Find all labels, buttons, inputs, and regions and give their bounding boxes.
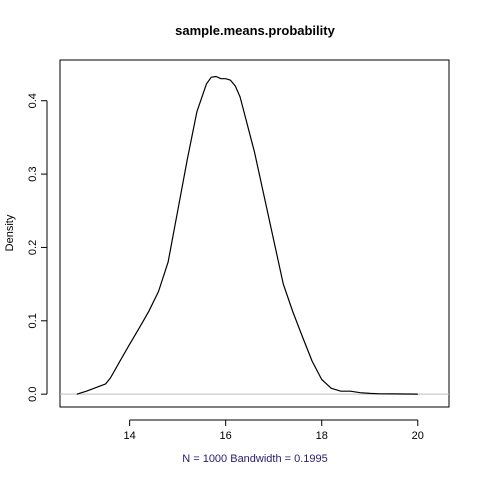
y-axis: 0.0 0.1 0.2 0.3 0.4 [27, 93, 48, 402]
x-tick-label: 20 [412, 430, 424, 442]
chart-title: sample.means.probability [175, 23, 335, 38]
y-tick-label: 0.2 [27, 240, 39, 255]
series-layer [76, 75, 418, 395]
x-tick-label: 16 [220, 430, 232, 442]
x-axis-label: N = 1000 Bandwidth = 0.1995 [182, 453, 328, 465]
y-tick-label: 0.1 [27, 313, 39, 328]
y-tick-label: 0.3 [27, 166, 39, 181]
density-curve [76, 75, 418, 395]
x-axis: 14 16 18 20 [124, 419, 424, 442]
x-tick-label: 18 [316, 430, 328, 442]
y-tick-label: 0.0 [27, 387, 39, 402]
x-tick-label: 14 [124, 430, 136, 442]
y-tick-label: 0.4 [27, 93, 39, 108]
plot-box [59, 59, 450, 408]
y-axis-label: Density [4, 214, 16, 251]
